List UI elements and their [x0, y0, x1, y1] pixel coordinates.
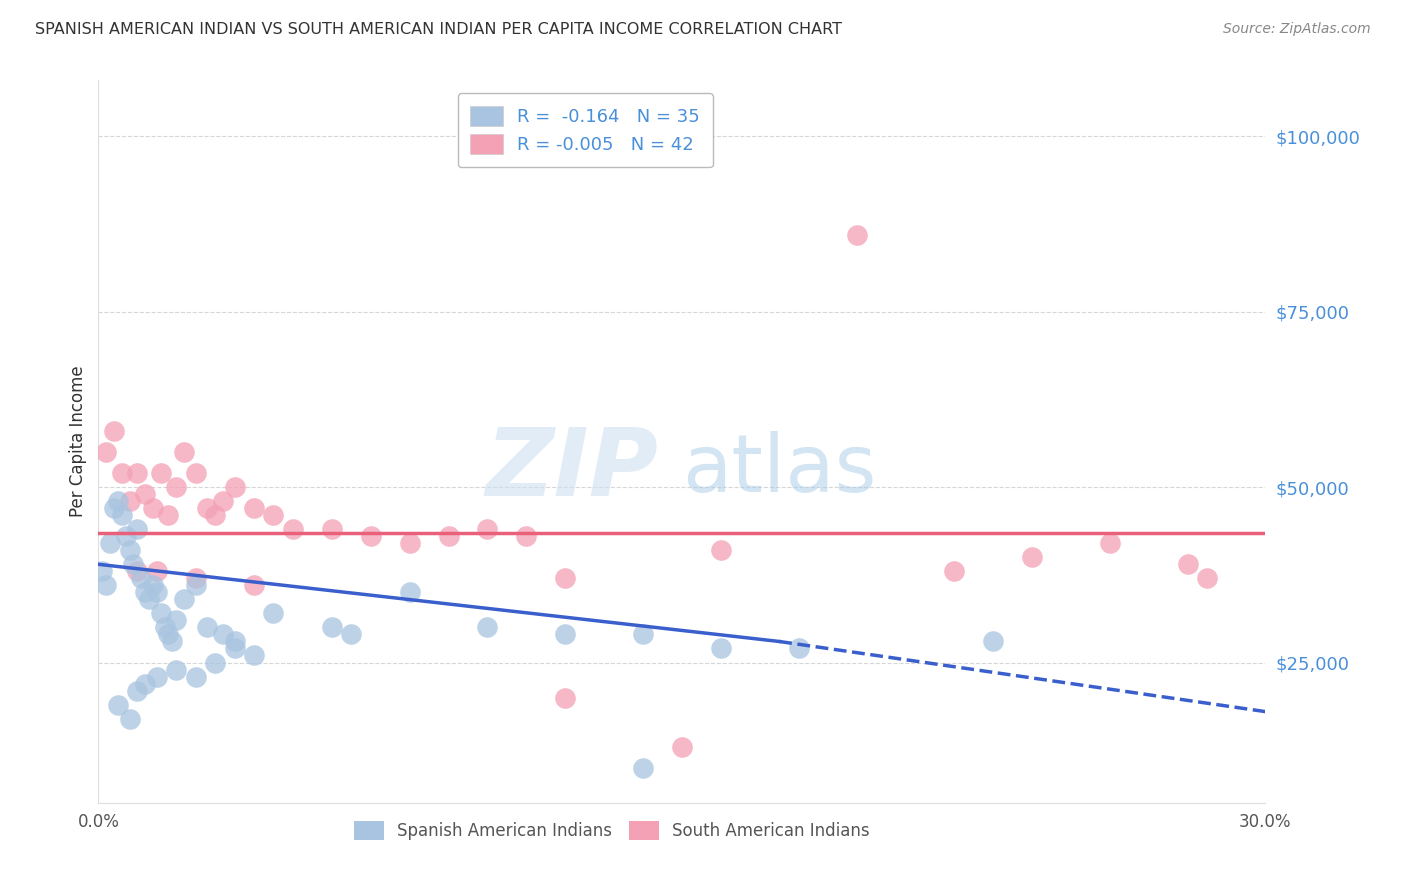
- Point: [195, 501, 218, 516]
- Point: [96, 445, 118, 459]
- Point: [134, 487, 156, 501]
- Point: [146, 585, 169, 599]
- Point: [157, 627, 180, 641]
- Point: [243, 648, 266, 663]
- Point: [114, 529, 136, 543]
- Point: [554, 690, 576, 705]
- Point: [127, 683, 149, 698]
- Point: [165, 663, 187, 677]
- Point: [224, 480, 246, 494]
- Point: [846, 227, 869, 242]
- Point: [134, 585, 156, 599]
- Y-axis label: Per Capita Income: Per Capita Income: [69, 366, 87, 517]
- Point: [142, 578, 165, 592]
- Point: [111, 508, 134, 523]
- Point: [212, 494, 235, 508]
- Point: [243, 578, 266, 592]
- Point: [204, 656, 226, 670]
- Point: [224, 634, 246, 648]
- Point: [437, 529, 460, 543]
- Point: [981, 634, 1004, 648]
- Point: [184, 466, 207, 480]
- Point: [554, 571, 576, 585]
- Point: [340, 627, 363, 641]
- Point: [118, 494, 141, 508]
- Point: [118, 543, 141, 558]
- Point: [477, 620, 499, 634]
- Point: [262, 508, 284, 523]
- Point: [787, 641, 810, 656]
- Point: [224, 641, 246, 656]
- Text: Source: ZipAtlas.com: Source: ZipAtlas.com: [1223, 22, 1371, 37]
- Point: [107, 494, 129, 508]
- Point: [631, 627, 654, 641]
- Point: [149, 466, 172, 480]
- Point: [98, 536, 121, 550]
- Point: [1195, 571, 1218, 585]
- Point: [671, 739, 693, 754]
- Point: [146, 564, 169, 578]
- Point: [165, 614, 187, 628]
- Point: [477, 522, 499, 536]
- Point: [127, 522, 149, 536]
- Point: [118, 712, 141, 726]
- Point: [1177, 558, 1199, 572]
- Point: [281, 522, 304, 536]
- Point: [103, 424, 125, 438]
- Point: [554, 627, 576, 641]
- Point: [398, 536, 420, 550]
- Point: [195, 620, 218, 634]
- Point: [173, 445, 195, 459]
- Point: [631, 761, 654, 775]
- Point: [153, 620, 176, 634]
- Text: SPANISH AMERICAN INDIAN VS SOUTH AMERICAN INDIAN PER CAPITA INCOME CORRELATION C: SPANISH AMERICAN INDIAN VS SOUTH AMERICA…: [35, 22, 842, 37]
- Point: [127, 564, 149, 578]
- Point: [103, 501, 125, 516]
- Point: [1098, 536, 1121, 550]
- Point: [107, 698, 129, 712]
- Point: [212, 627, 235, 641]
- Point: [157, 508, 180, 523]
- Point: [710, 641, 733, 656]
- Point: [146, 669, 169, 683]
- Point: [173, 592, 195, 607]
- Point: [1021, 550, 1043, 565]
- Point: [138, 592, 160, 607]
- Point: [122, 558, 145, 572]
- Text: atlas: atlas: [682, 432, 876, 509]
- Point: [204, 508, 226, 523]
- Point: [710, 543, 733, 558]
- Point: [184, 669, 207, 683]
- Point: [243, 501, 266, 516]
- Point: [360, 529, 382, 543]
- Point: [321, 522, 343, 536]
- Point: [149, 607, 172, 621]
- Point: [96, 578, 118, 592]
- Point: [184, 571, 207, 585]
- Text: ZIP: ZIP: [485, 425, 658, 516]
- Point: [515, 529, 537, 543]
- Point: [165, 480, 187, 494]
- Point: [184, 578, 207, 592]
- Point: [943, 564, 966, 578]
- Point: [321, 620, 343, 634]
- Point: [111, 466, 134, 480]
- Legend: Spanish American Indians, South American Indians: Spanish American Indians, South American…: [346, 813, 879, 848]
- Point: [134, 676, 156, 690]
- Point: [262, 607, 284, 621]
- Point: [142, 501, 165, 516]
- Point: [129, 571, 152, 585]
- Point: [127, 466, 149, 480]
- Point: [91, 564, 114, 578]
- Point: [162, 634, 184, 648]
- Point: [398, 585, 420, 599]
